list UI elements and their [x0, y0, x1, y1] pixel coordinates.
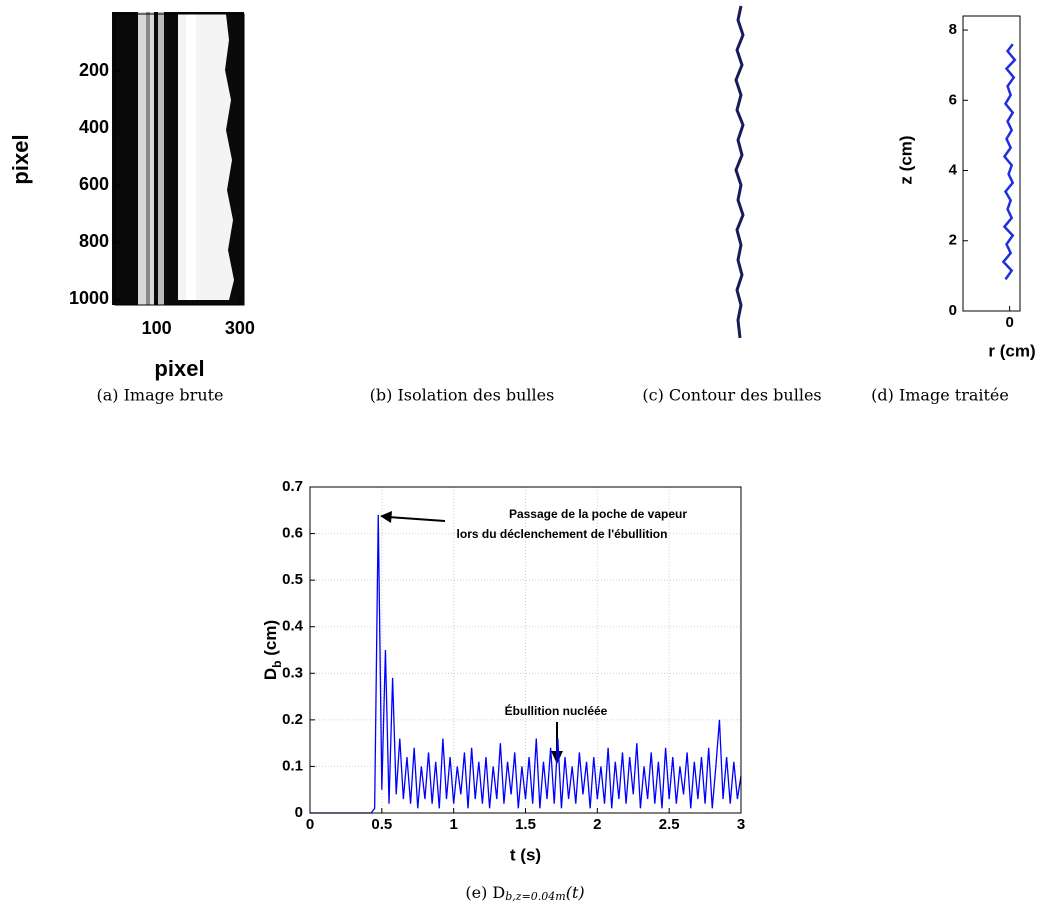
- y-tick-label: 2: [949, 232, 957, 249]
- y-axis-label: Db (cm): [261, 620, 284, 680]
- caption: (d) Image traitée: [871, 386, 1009, 405]
- caption: (b) Isolation des bulles: [370, 386, 555, 405]
- x-tick-label: 0.5: [371, 816, 392, 833]
- axes-box: [962, 15, 1021, 312]
- x-tick-label: 1.5: [515, 816, 536, 833]
- y-tick-label: 0.2: [282, 711, 303, 728]
- caption: (a) Image brute: [96, 386, 223, 405]
- y-tick-label: 1000: [69, 288, 109, 308]
- x-tick-label: 1: [449, 816, 457, 833]
- data-line: [1001, 43, 1017, 281]
- raw-image: [112, 12, 244, 305]
- annotation-arrows: [380, 511, 563, 764]
- y-tick-label: 800: [79, 231, 109, 251]
- annotation: Passage de la poche de vapeur: [509, 507, 687, 521]
- x-tick-label: 2: [593, 816, 601, 833]
- caption: (c) Contour des bulles: [642, 386, 821, 405]
- y-axis-label: z (cm): [896, 135, 915, 184]
- y-tick-label: 0: [295, 804, 303, 821]
- y-tick-label: 0.3: [282, 664, 303, 681]
- y-tick-label: 400: [79, 117, 109, 137]
- x-tick-label: 0: [1005, 314, 1013, 331]
- annotation: Ébullition nucléée: [505, 703, 608, 718]
- y-axis-label-suffix: (cm): [261, 620, 280, 661]
- y-tick-label: 0.5: [282, 571, 303, 588]
- x-axis-label: t (s): [510, 845, 541, 864]
- y-tick-label: 0: [949, 302, 957, 319]
- x-axis-label: r (cm): [988, 341, 1035, 360]
- x-tick-label: 0: [306, 816, 314, 833]
- x-tick-label: 300: [225, 318, 255, 338]
- y-tick-label: 600: [79, 174, 109, 194]
- y-tick-label: 4: [949, 161, 958, 178]
- y-axis-label: pixel: [8, 134, 33, 184]
- x-axis-label: pixel: [154, 356, 204, 381]
- y-tick-label: 0.6: [282, 525, 303, 542]
- y-axis-label-subscript: b: [270, 661, 284, 668]
- y-tick-label: 0.7: [282, 478, 303, 495]
- axes-box: [114, 13, 245, 306]
- y-tick-label: 6: [949, 91, 957, 108]
- x-tick-label: 100: [142, 318, 172, 338]
- data-line: [310, 514, 742, 814]
- y-tick-label: 0.1: [282, 757, 303, 774]
- caption-text: (e) D: [465, 883, 505, 902]
- annotation: lors du déclenchement de l'ébullition: [457, 527, 668, 541]
- caption: (e) Db,z=0.04m(t): [465, 883, 584, 904]
- x-tick-label: 3: [737, 816, 745, 833]
- caption-suffix: (t): [566, 883, 585, 902]
- x-tick-label: 2.5: [659, 816, 680, 833]
- contour-image: [734, 5, 745, 339]
- caption-subscript: b,z=0.04m: [505, 890, 565, 903]
- y-tick-label: 8: [949, 21, 957, 38]
- y-axis-label-text: D: [261, 668, 280, 680]
- y-tick-label: 0.4: [282, 618, 304, 635]
- y-tick-label: 200: [79, 60, 109, 80]
